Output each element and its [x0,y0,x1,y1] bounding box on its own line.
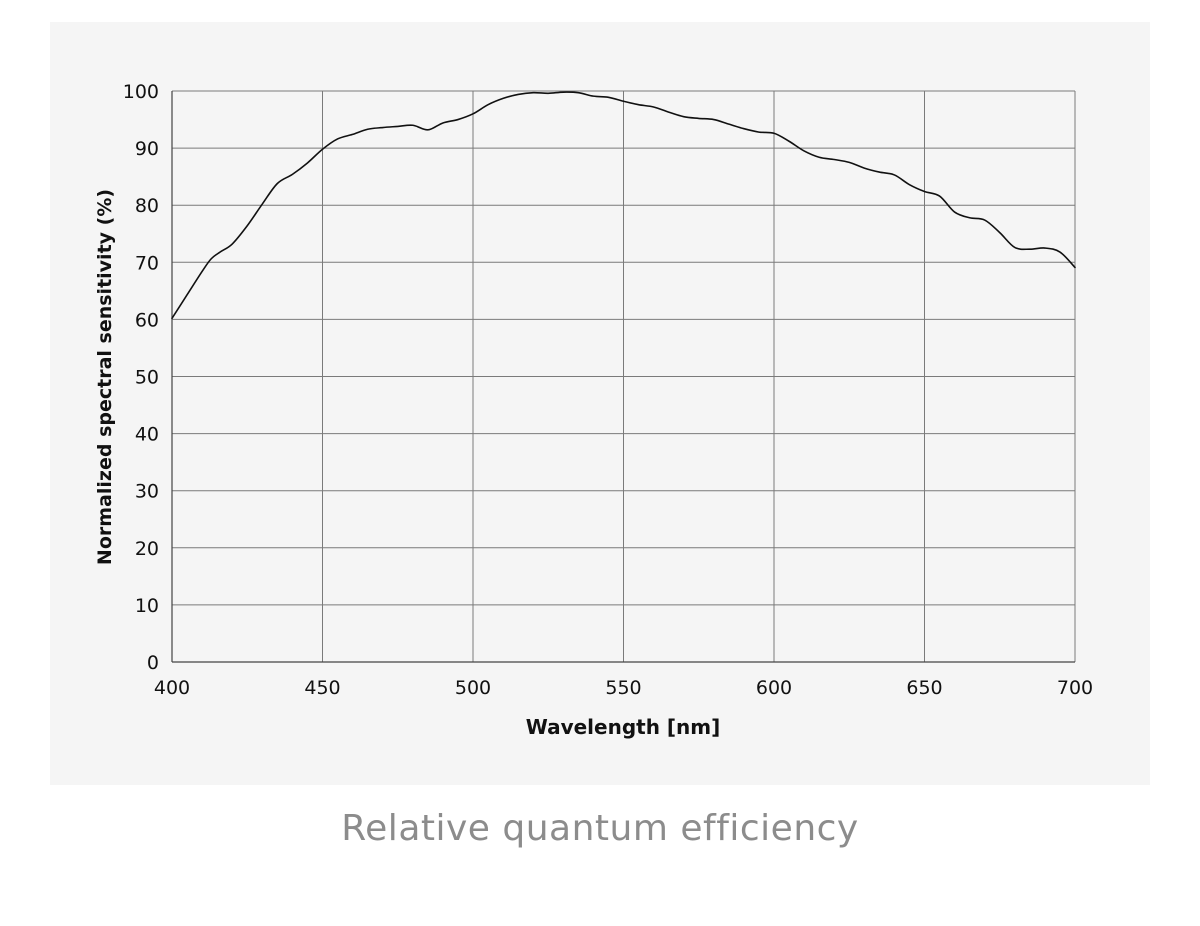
x-tick-label: 700 [1057,677,1093,699]
tick-layer: 0 10 20 30 40 50 60 70 80 90 100 400 450 500 550 600 650… [123,81,1093,699]
y-tick-label: 0 [147,652,159,674]
y-axis-label: Normalized spectral sensitivity (%) [94,189,116,565]
y-tick-label: 10 [135,595,159,617]
y-tick-label: 40 [135,424,159,446]
x-axis-label: Wavelength [nm] [526,715,721,739]
y-tick-label: 90 [135,138,159,160]
chart-svg: 0 10 20 30 40 50 60 70 80 90 100 400 450 500 550 600 650… [94,81,1093,739]
y-tick-label: 20 [135,538,159,560]
chart-caption: Relative quantum efficiency [341,808,859,849]
x-tick-label: 450 [304,677,340,699]
grid-layer [171,90,1076,663]
x-tick-label: 400 [154,677,190,699]
y-tick-label: 60 [135,309,159,331]
series-layer [171,91,1076,320]
x-tick-label: 550 [605,677,641,699]
y-tick-label: 70 [135,252,159,274]
y-tick-label: 50 [135,367,159,389]
x-tick-label: 600 [756,677,792,699]
y-tick-label: 100 [123,81,159,103]
x-tick-label: 650 [906,677,942,699]
sensitivity-series-line [171,91,1076,320]
chart-panel [50,22,1150,785]
y-tick-label: 30 [135,481,159,503]
x-tick-label: 500 [455,677,491,699]
y-tick-label: 80 [135,195,159,217]
